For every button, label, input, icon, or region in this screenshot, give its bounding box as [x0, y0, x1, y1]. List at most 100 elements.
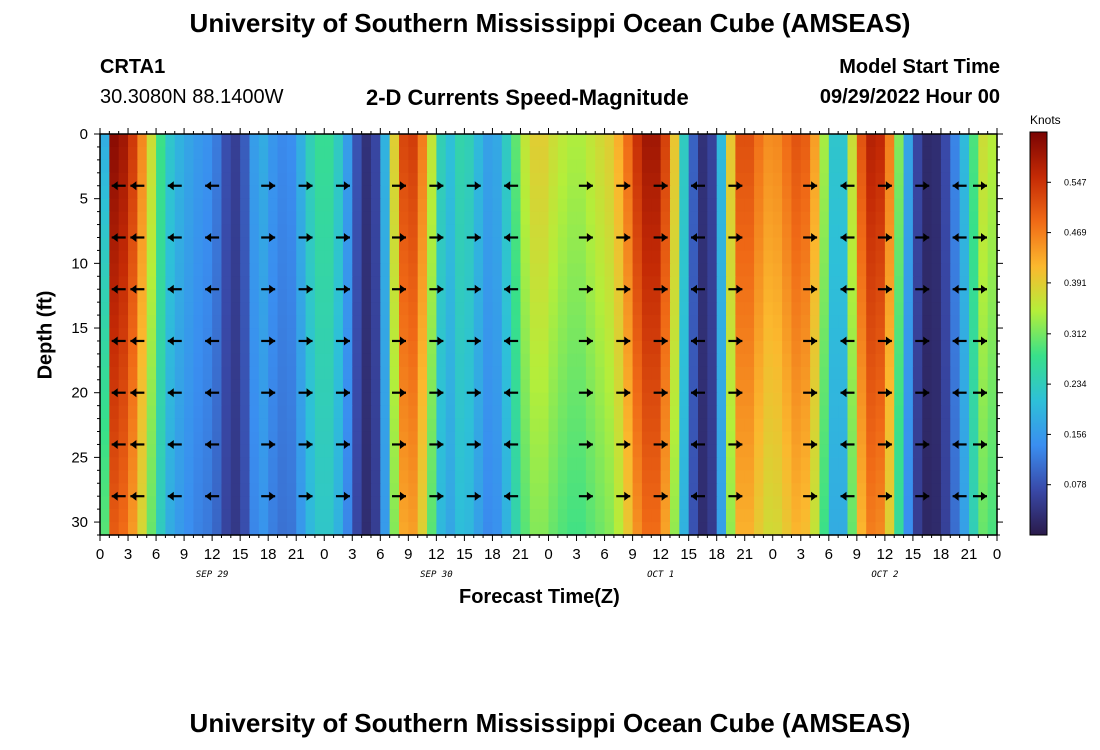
heatmap-cell — [118, 289, 129, 303]
heatmap-cell — [828, 470, 839, 484]
heatmap-cell — [978, 496, 989, 510]
heatmap-cell — [987, 250, 998, 264]
heatmap-cell — [576, 315, 587, 329]
heatmap-cell — [165, 159, 176, 174]
heatmap-cell — [922, 198, 933, 213]
heatmap-cell — [184, 198, 195, 213]
heatmap-cell — [660, 198, 671, 213]
current-vector-arrow — [167, 232, 182, 242]
heatmap-cell — [585, 315, 596, 329]
vector-head — [624, 181, 631, 191]
heatmap-cell — [305, 185, 316, 200]
heatmap-cell — [912, 457, 923, 471]
heatmap-cell — [342, 276, 353, 290]
current-vector-arrow — [952, 181, 967, 191]
heatmap-cell — [698, 405, 708, 420]
heatmap-cell — [202, 172, 213, 187]
heatmap-cell — [791, 470, 802, 484]
heatmap-cell — [856, 146, 867, 161]
heatmap-cell — [445, 496, 456, 510]
heatmap-cell — [959, 483, 970, 497]
heatmap-cell — [417, 457, 428, 471]
heatmap-cell — [856, 159, 867, 174]
heatmap-cell — [146, 392, 157, 407]
heatmap-cell — [361, 159, 372, 174]
heatmap-cell — [754, 483, 764, 497]
heatmap-cell — [968, 185, 979, 200]
heatmap-cell — [791, 237, 802, 252]
heatmap-cell — [212, 159, 223, 174]
heatmap-cell — [193, 159, 204, 174]
heatmap-cell — [595, 353, 606, 368]
heatmap-cell — [604, 198, 615, 213]
heatmap-cell — [370, 328, 381, 342]
heatmap-cell — [361, 185, 372, 200]
vector-head — [269, 491, 276, 501]
heatmap-cell — [819, 315, 830, 329]
footer-title: University of Southern Mississippi Ocean… — [189, 708, 911, 738]
heatmap-cell — [286, 405, 297, 420]
heatmap-cell — [726, 198, 736, 213]
heatmap-cell — [324, 483, 335, 497]
heatmap-cell — [361, 366, 372, 381]
heatmap-cell — [782, 263, 793, 277]
vector-head — [474, 284, 481, 294]
heatmap-cell — [445, 250, 456, 264]
heatmap-cell — [324, 315, 335, 329]
heatmap-cell — [866, 263, 877, 277]
heatmap-cell — [632, 263, 643, 277]
heatmap-cell — [100, 353, 110, 368]
heatmap-cell — [847, 263, 858, 277]
heatmap-cell — [978, 302, 989, 316]
heatmap-cell — [754, 353, 764, 368]
heatmap-cell — [950, 418, 961, 433]
heatmap-cell — [716, 457, 727, 471]
current-vector-arrow — [915, 181, 930, 191]
heatmap-cell — [305, 483, 316, 497]
heatmap-cell — [595, 470, 606, 484]
heatmap-cell — [660, 470, 671, 484]
heatmap-cell — [174, 185, 185, 200]
x-tick-label: 0 — [544, 546, 552, 563]
heatmap-cell — [202, 198, 213, 213]
heatmap-cell — [679, 250, 690, 264]
heatmap-cell — [118, 211, 129, 226]
heatmap-cell — [193, 418, 204, 433]
heatmap-cell — [735, 198, 746, 213]
heatmap-cell — [529, 392, 540, 407]
heatmap-cell — [389, 328, 400, 342]
heatmap-cell — [772, 509, 783, 523]
heatmap-cell — [417, 172, 428, 187]
heatmap-cell — [483, 315, 494, 329]
heatmap-cell — [604, 159, 615, 174]
vector-head — [952, 336, 959, 346]
heatmap-cell — [679, 444, 690, 458]
heatmap-cell — [679, 483, 690, 497]
heatmap-cell — [156, 289, 166, 303]
heatmap-cell — [361, 198, 372, 213]
heatmap-cell — [604, 457, 615, 471]
heatmap-cell — [978, 224, 989, 239]
heatmap-cell — [427, 366, 437, 381]
heatmap-cell — [978, 172, 989, 187]
heatmap-cell — [567, 405, 578, 420]
heatmap-cell — [361, 496, 372, 510]
heatmap-cell — [268, 159, 279, 174]
heatmap-cell — [950, 185, 961, 200]
heatmap-cell — [464, 276, 475, 290]
heatmap-cell — [511, 315, 522, 329]
heatmap-cell — [174, 328, 185, 342]
vector-head — [840, 439, 847, 449]
heatmap-cell — [548, 366, 559, 381]
heatmap-cell — [324, 340, 335, 355]
heatmap-cell — [511, 353, 522, 368]
heatmap-cell — [473, 379, 484, 394]
heatmap-cell — [268, 263, 279, 277]
current-vector-arrow — [728, 181, 743, 191]
heatmap-cell — [361, 418, 372, 433]
heatmap-cell — [361, 509, 372, 523]
heatmap-cell — [249, 496, 260, 510]
heatmap-cell — [968, 302, 979, 316]
heatmap-cell — [735, 289, 746, 303]
heatmap-cell — [968, 353, 979, 368]
